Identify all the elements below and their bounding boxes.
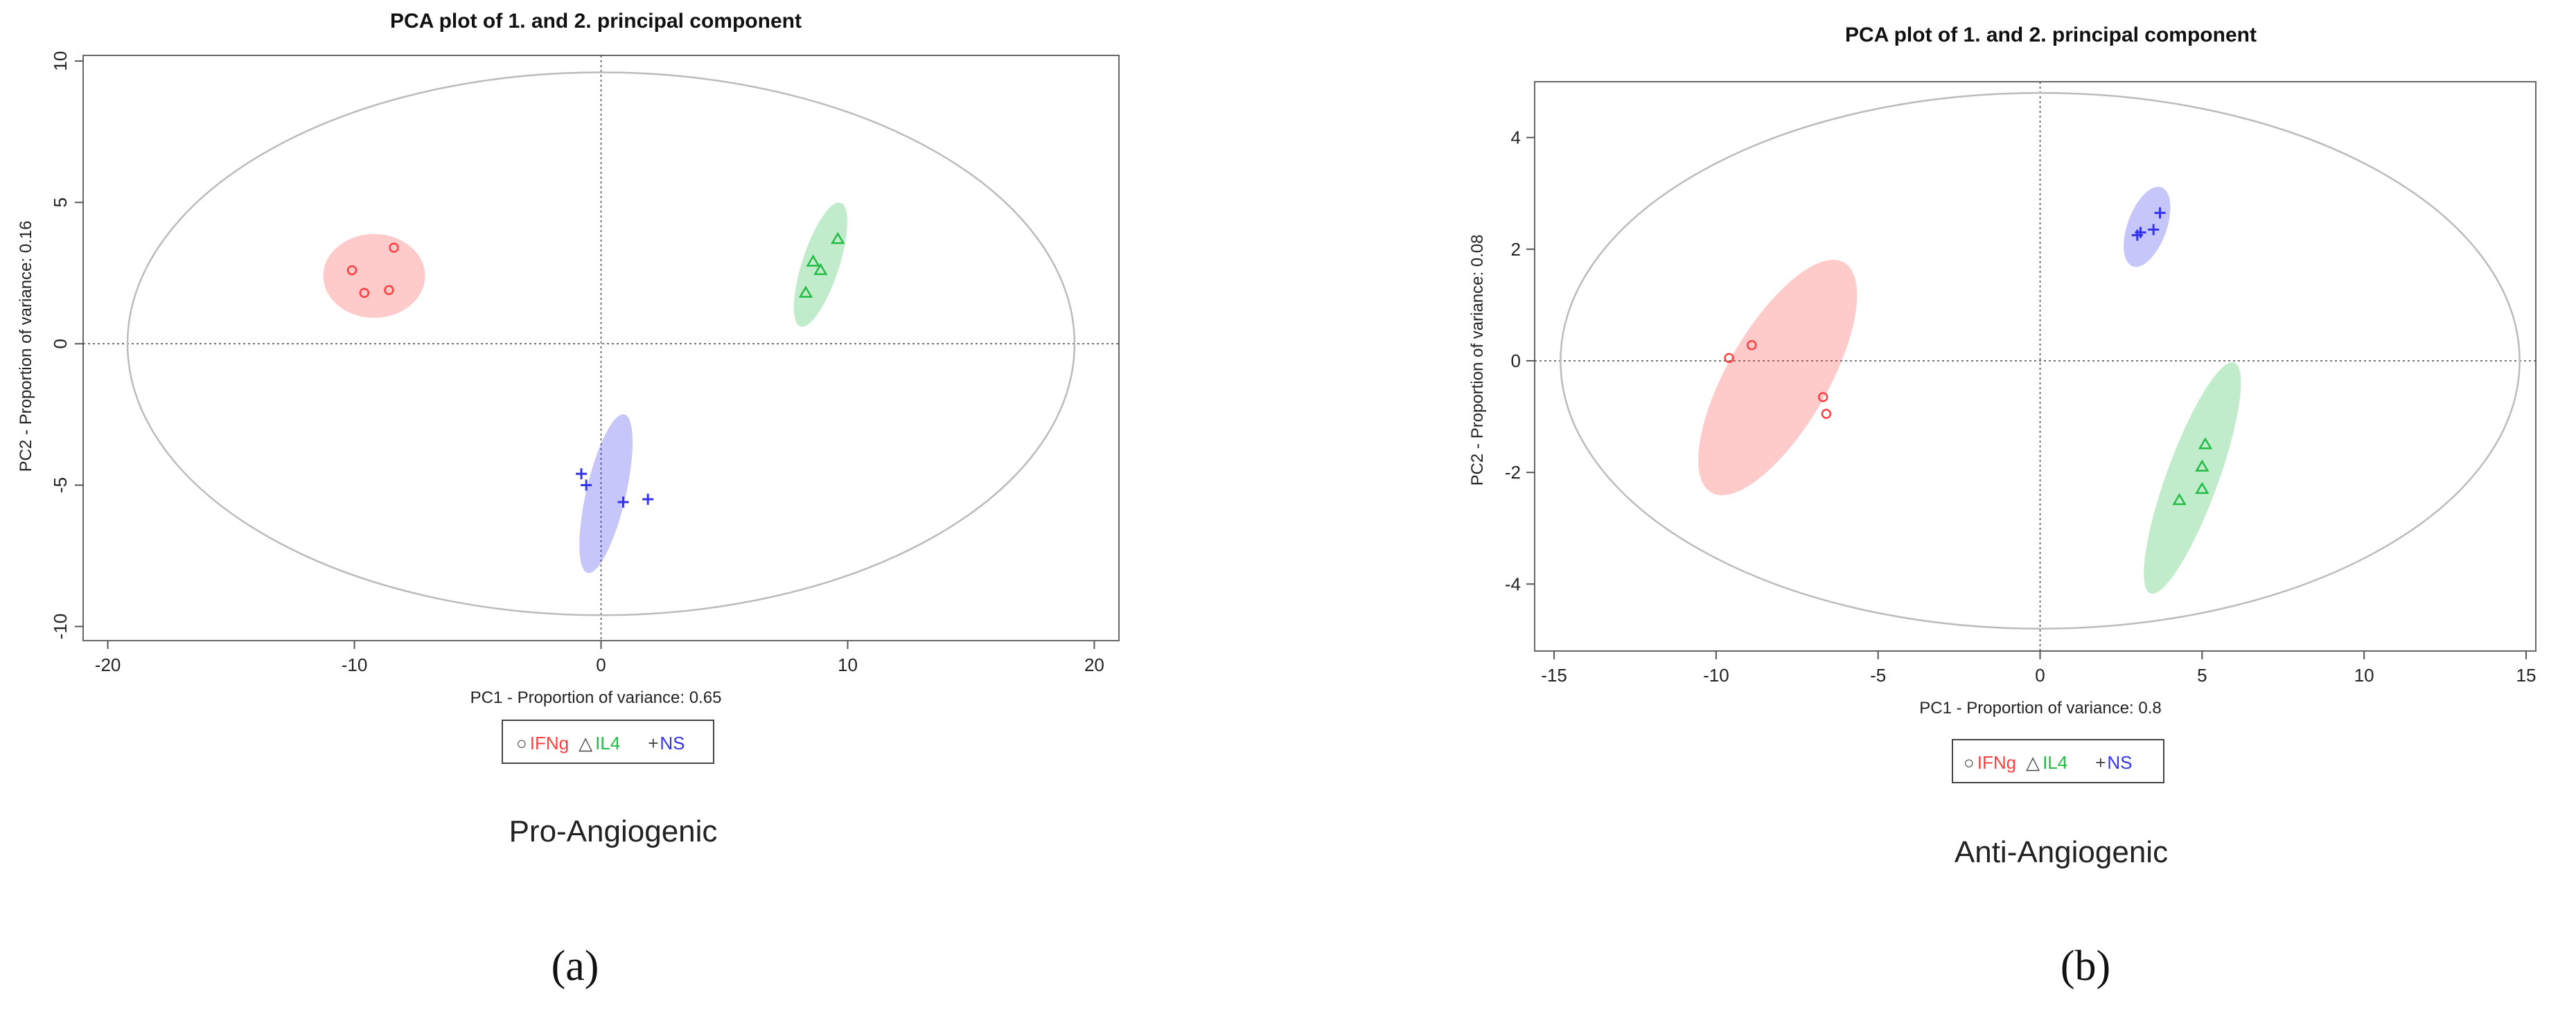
chart-a-ns-ellipse bbox=[579, 414, 633, 573]
chart-b-legend-box bbox=[1952, 739, 2164, 783]
chart-a-y-tick-label: 10 bbox=[50, 51, 71, 71]
chart-a-title: PCA plot of 1. and 2. principal componen… bbox=[390, 10, 802, 33]
chart-a-ifng-ellipse bbox=[323, 233, 425, 318]
chart-b-ns-point bbox=[2148, 224, 2160, 235]
chart-b-x-tick-label: 10 bbox=[2354, 665, 2374, 686]
chart-a-x-tick-label: -10 bbox=[342, 654, 368, 675]
svg-text:○IFNg△IL4+NS: ○ IFNg △ IL4 +NS bbox=[1964, 752, 2133, 773]
chart-b-ns-point bbox=[2154, 207, 2166, 219]
chart-b-il4-ellipse bbox=[2144, 362, 2241, 594]
chart-b-plot-frame bbox=[1534, 81, 2537, 652]
chart-a-ns-point bbox=[617, 496, 629, 508]
chart-a-x-axis-label: PC1 - Proportion of variance: 0.65 bbox=[470, 688, 722, 707]
chart-a-ns-point bbox=[581, 479, 592, 491]
chart-b-ifng-ellipse bbox=[1698, 260, 1858, 496]
chart-b: PCA plot of 1. and 2. principal componen… bbox=[1468, 24, 2537, 990]
chart-b-y-tick-label: 4 bbox=[1511, 127, 1521, 148]
chart-b-overall-ellipse bbox=[1560, 91, 2521, 630]
chart-a-legend-ifng-symbol: ○ bbox=[516, 733, 527, 754]
chart-b-y-tick-label: -2 bbox=[1505, 462, 1521, 483]
chart-b-x-tick-label: -10 bbox=[1703, 665, 1729, 686]
chart-a-ifng-point bbox=[384, 285, 394, 296]
chart-b-legend-ifng-symbol: ○ bbox=[1964, 752, 1975, 773]
chart-b-ifng-point bbox=[1817, 392, 1828, 402]
chart-a-il4-point bbox=[831, 231, 845, 244]
chart-b-panel-label: (b) bbox=[2061, 943, 2110, 990]
chart-b-ifng-point bbox=[1821, 409, 1832, 419]
chart-a-overall-ellipse bbox=[126, 71, 1076, 616]
chart-b-ifng-point bbox=[1724, 353, 1734, 364]
chart-b-y-tick-label: 0 bbox=[1511, 350, 1521, 371]
chart-a-x-tick-label: 20 bbox=[1084, 654, 1104, 675]
chart-a-legend-ifng: IFNg bbox=[530, 733, 569, 754]
chart-b-legend: ○ IFNg △ IL4 +NS bbox=[1952, 739, 2164, 783]
chart-b-x-tick-label: 5 bbox=[2197, 665, 2207, 686]
chart-a-x-tick-label: 10 bbox=[838, 654, 858, 675]
chart-b-il4-point bbox=[2198, 437, 2213, 449]
chart-a-y-axis-label: PC2 - Proportion of variance: 0.16 bbox=[17, 221, 35, 472]
chart-a-x-tick-label: 0 bbox=[596, 654, 606, 675]
chart-b-title: PCA plot of 1. and 2. principal componen… bbox=[1845, 24, 2257, 46]
chart-a-y-tick-label: 5 bbox=[50, 197, 71, 207]
chart-a-y-tick-label: -5 bbox=[50, 477, 71, 493]
chart-a-legend-il4: IL4 bbox=[595, 733, 620, 754]
chart-a-legend: ○ IFNg △ IL4 +NS bbox=[502, 720, 714, 764]
chart-b-ns-ellipse bbox=[2124, 186, 2171, 267]
chart-b-x-tick-label: -15 bbox=[1541, 665, 1567, 686]
chart-b-y-tick-label: -4 bbox=[1505, 573, 1521, 594]
chart-a-ns-point bbox=[642, 493, 654, 505]
chart-a-y-tick-label: 0 bbox=[50, 339, 71, 348]
chart-b-caption: Anti-Angiogenic bbox=[1955, 835, 2168, 869]
svg-text:○IFNg△IL4+NS: ○ IFNg △ IL4 +NS bbox=[516, 733, 685, 754]
chart-a-panel-label: (a) bbox=[552, 943, 599, 990]
chart-a-legend-ns-symbol: + bbox=[648, 733, 658, 754]
chart-a-x-tick-label: -20 bbox=[95, 654, 121, 675]
chart-a-y-tick-label: -10 bbox=[50, 614, 71, 640]
chart-a-ifng-point bbox=[389, 242, 399, 253]
chart-a-ns-point bbox=[576, 468, 588, 480]
chart-b-y-axis-label: PC2 - Proportion of variance: 0.08 bbox=[1468, 235, 1487, 486]
chart-b-y-tick-label: 2 bbox=[1511, 239, 1521, 260]
chart-b-legend-il4-symbol: △ bbox=[2026, 752, 2040, 773]
chart-b-x-tick-label: 15 bbox=[2516, 665, 2537, 686]
chart-a-il4-point bbox=[806, 254, 820, 267]
chart-b-x-tick-label: 0 bbox=[2035, 665, 2045, 686]
chart-b-x-tick-label: -5 bbox=[1870, 665, 1886, 686]
chart-a-ifng-point bbox=[346, 265, 358, 276]
chart-a-il4-point bbox=[813, 262, 828, 276]
chart-a-legend-ns: NS bbox=[660, 733, 685, 754]
chart-b-legend-il4: IL4 bbox=[2043, 752, 2067, 773]
chart-b-ifng-point bbox=[1747, 340, 1757, 350]
chart-b-il4-point bbox=[2195, 459, 2209, 472]
chart-a: PCA plot of 1. and 2. principal componen… bbox=[17, 10, 1120, 990]
chart-a-legend-box bbox=[502, 720, 714, 764]
chart-b-ns-point bbox=[2135, 226, 2146, 238]
chart-b-legend-ns-symbol: + bbox=[2095, 752, 2106, 773]
chart-b-legend-ns: NS bbox=[2107, 752, 2132, 773]
chart-a-il4-point bbox=[798, 285, 813, 298]
chart-a-caption: Pro-Angiogenic bbox=[509, 814, 718, 848]
chart-a-legend-il4-symbol: △ bbox=[579, 733, 592, 754]
chart-b-il4-point bbox=[2195, 481, 2209, 494]
chart-b-x-axis-label: PC1 - Proportion of variance: 0.8 bbox=[1919, 699, 2162, 718]
chart-b-il4-point bbox=[2172, 492, 2187, 506]
chart-a-ifng-point bbox=[359, 287, 370, 298]
chart-b-legend-ifng: IFNg bbox=[1977, 752, 2016, 773]
